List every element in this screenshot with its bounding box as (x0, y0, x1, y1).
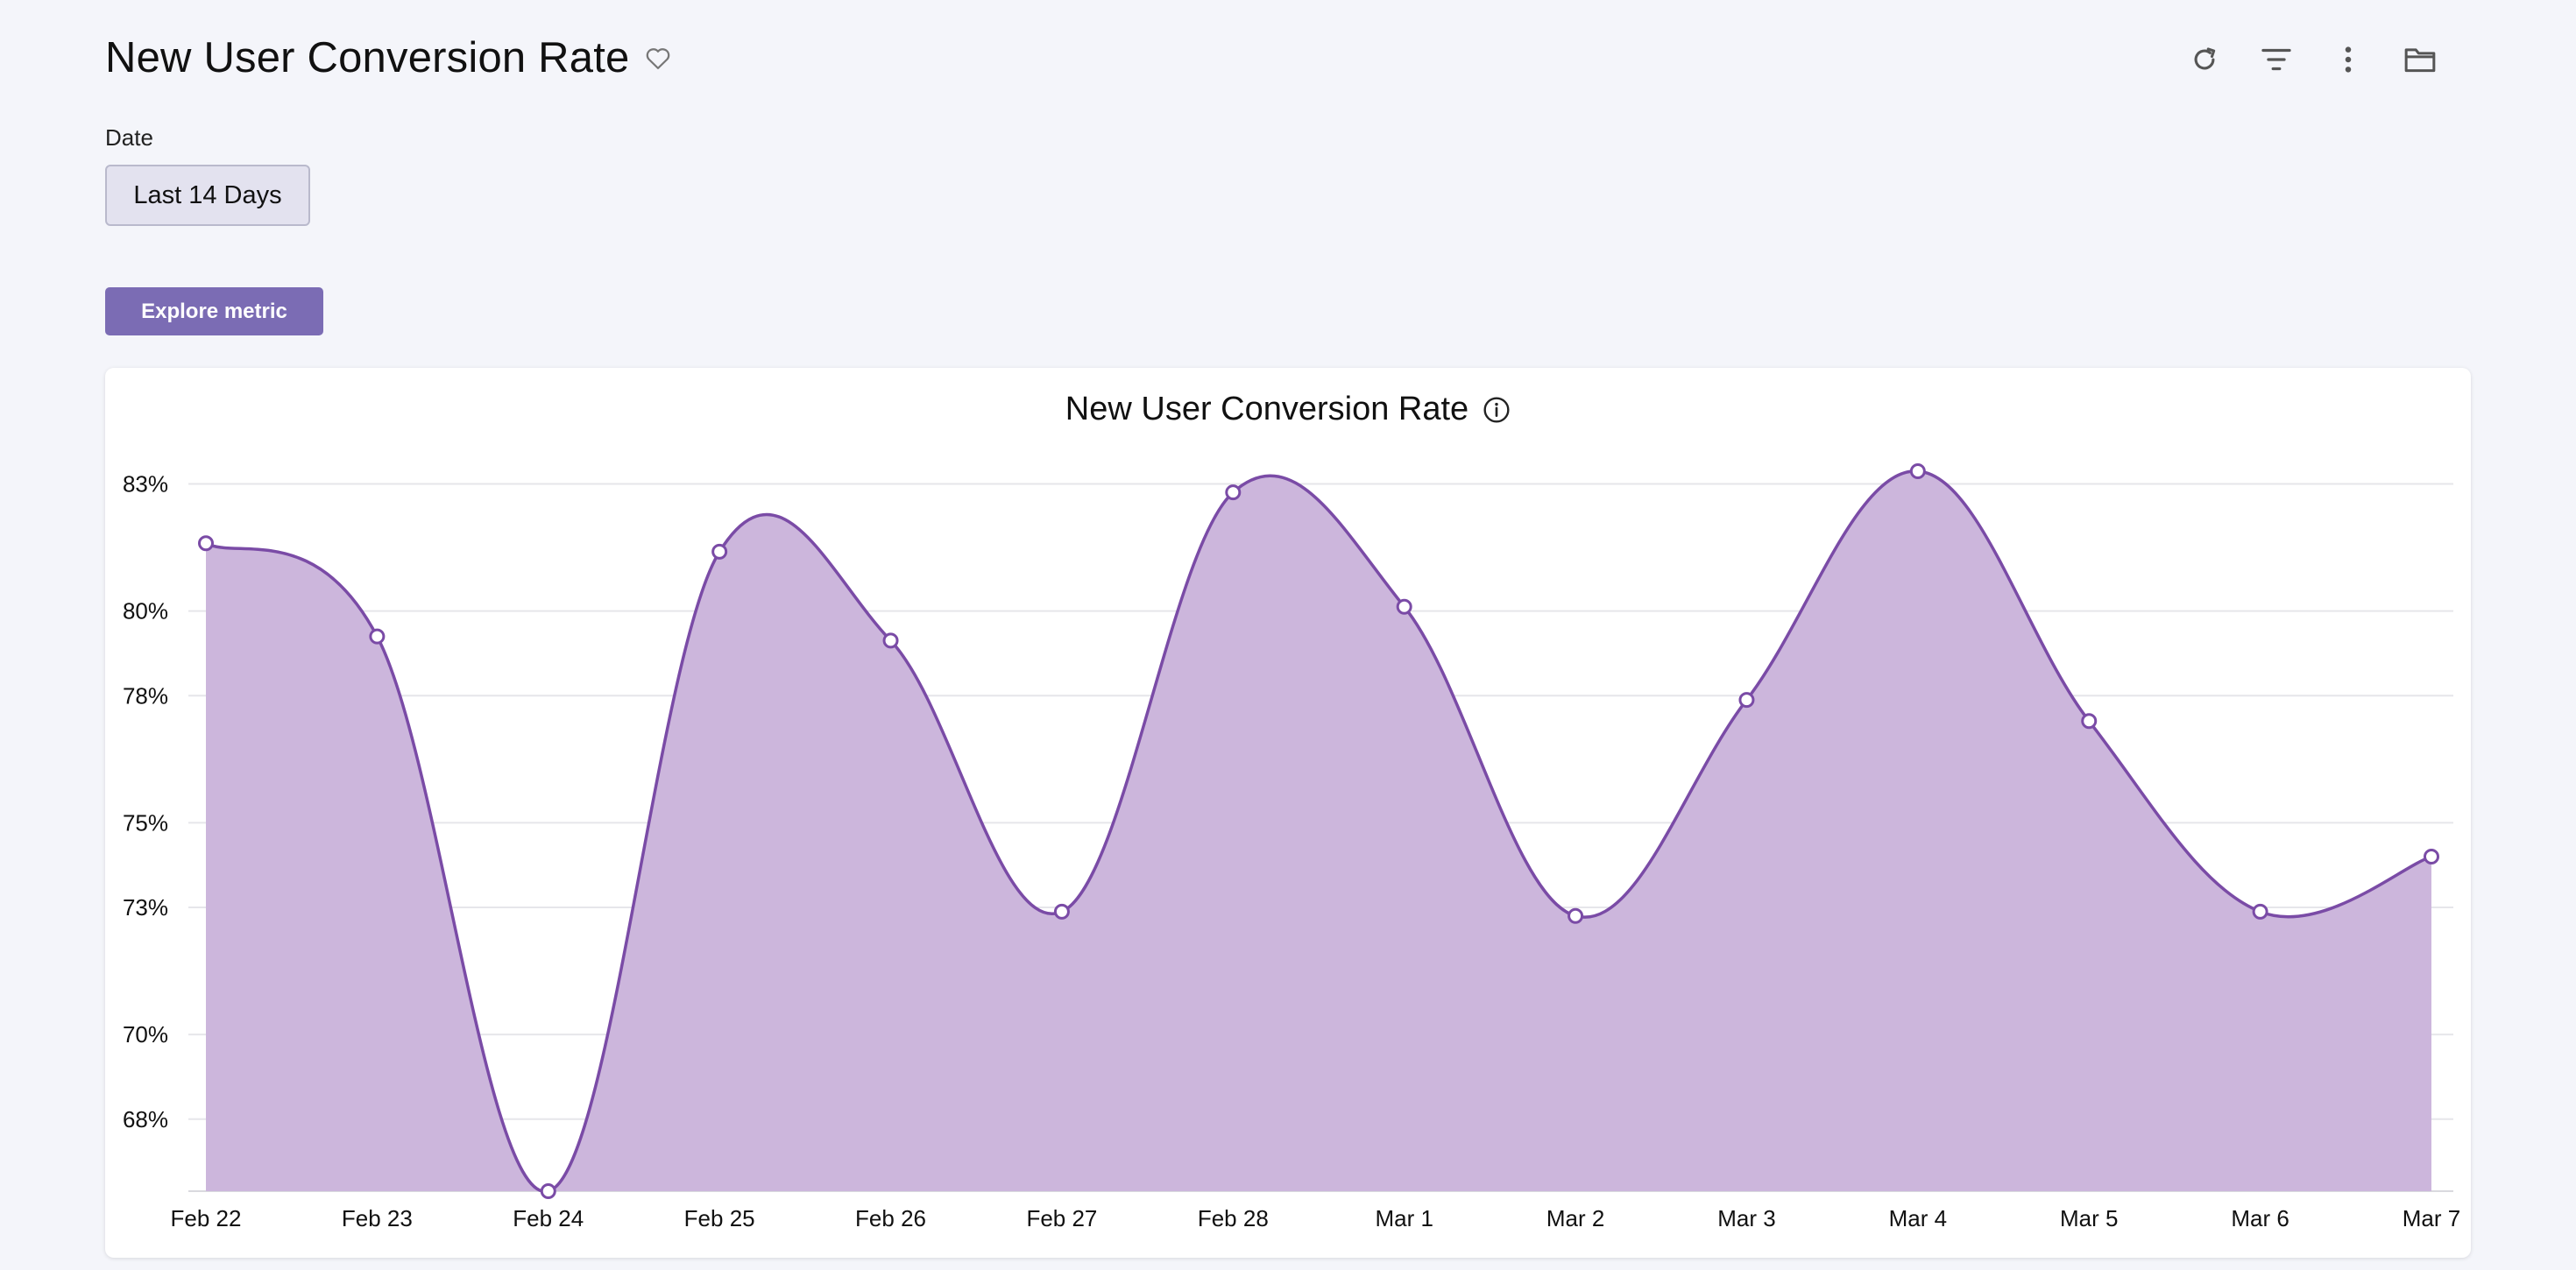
data-point (1053, 903, 1070, 920)
x-tick-label: Feb 23 (342, 1205, 413, 1231)
info-icon[interactable] (1483, 396, 1511, 424)
toolbar (2154, 39, 2441, 81)
x-tick-label: Mar 4 (1889, 1205, 1947, 1231)
more-vertical-icon[interactable] (2327, 39, 2369, 81)
data-point (1396, 598, 1412, 615)
x-tick-label: Feb 22 (171, 1205, 242, 1231)
x-tick-label: Feb 25 (684, 1205, 755, 1231)
page-header: New User Conversion Rate (105, 33, 673, 82)
x-tick-label: Feb 24 (513, 1205, 584, 1231)
data-point (369, 628, 386, 645)
chart-card: New User Conversion Rate 68% 70% 73% 75% 78%… (105, 368, 2471, 1258)
x-tick-label: Mar 3 (1717, 1205, 1775, 1231)
x-tick-label: Mar 2 (1546, 1205, 1604, 1231)
y-tick-label: 68% (123, 1106, 168, 1132)
x-tick-label: Feb 26 (855, 1205, 926, 1231)
x-tick-label: Mar 1 (1375, 1205, 1433, 1231)
date-range-select[interactable]: Last 14 Days (105, 165, 310, 226)
refresh-icon[interactable] (2183, 39, 2226, 81)
explore-metric-button[interactable]: Explore metric (105, 287, 323, 335)
data-point (2252, 903, 2268, 920)
data-point (882, 632, 899, 649)
x-tick-label: Mar 6 (2231, 1205, 2289, 1231)
y-tick-label: 78% (123, 682, 168, 709)
data-point (1568, 907, 1584, 924)
x-tick-label: Feb 28 (1198, 1205, 1269, 1231)
date-filter-label: Date (105, 124, 153, 151)
page-title: New User Conversion Rate (105, 34, 630, 81)
data-point (1909, 463, 1926, 479)
favorite-heart-icon[interactable] (643, 43, 673, 73)
filter-icon[interactable] (2255, 39, 2297, 81)
x-tick-label: Mar 5 (2060, 1205, 2118, 1231)
y-tick-label: 75% (123, 809, 168, 836)
data-point (2424, 849, 2439, 865)
folder-icon[interactable] (2399, 39, 2441, 81)
data-point (711, 543, 728, 560)
chart-plot: 68% 70% 73% 75% 78% 80% 83% Feb 22 Feb 23 Feb 24 F… (123, 463, 2460, 1231)
x-tick-label: Feb 27 (1026, 1205, 1097, 1231)
data-point (2081, 713, 2098, 730)
chart-title: New User Conversion Rate (1065, 391, 1469, 427)
y-tick-label: 83% (123, 471, 168, 497)
data-point (198, 535, 214, 552)
data-point (1738, 692, 1755, 709)
series-area (206, 470, 2431, 1192)
y-tick-label: 73% (123, 894, 168, 921)
y-tick-label: 80% (123, 598, 168, 624)
data-point (1225, 484, 1242, 501)
x-tick-label: Mar 7 (2403, 1205, 2460, 1231)
y-tick-label: 70% (123, 1021, 168, 1048)
data-point (540, 1183, 556, 1199)
